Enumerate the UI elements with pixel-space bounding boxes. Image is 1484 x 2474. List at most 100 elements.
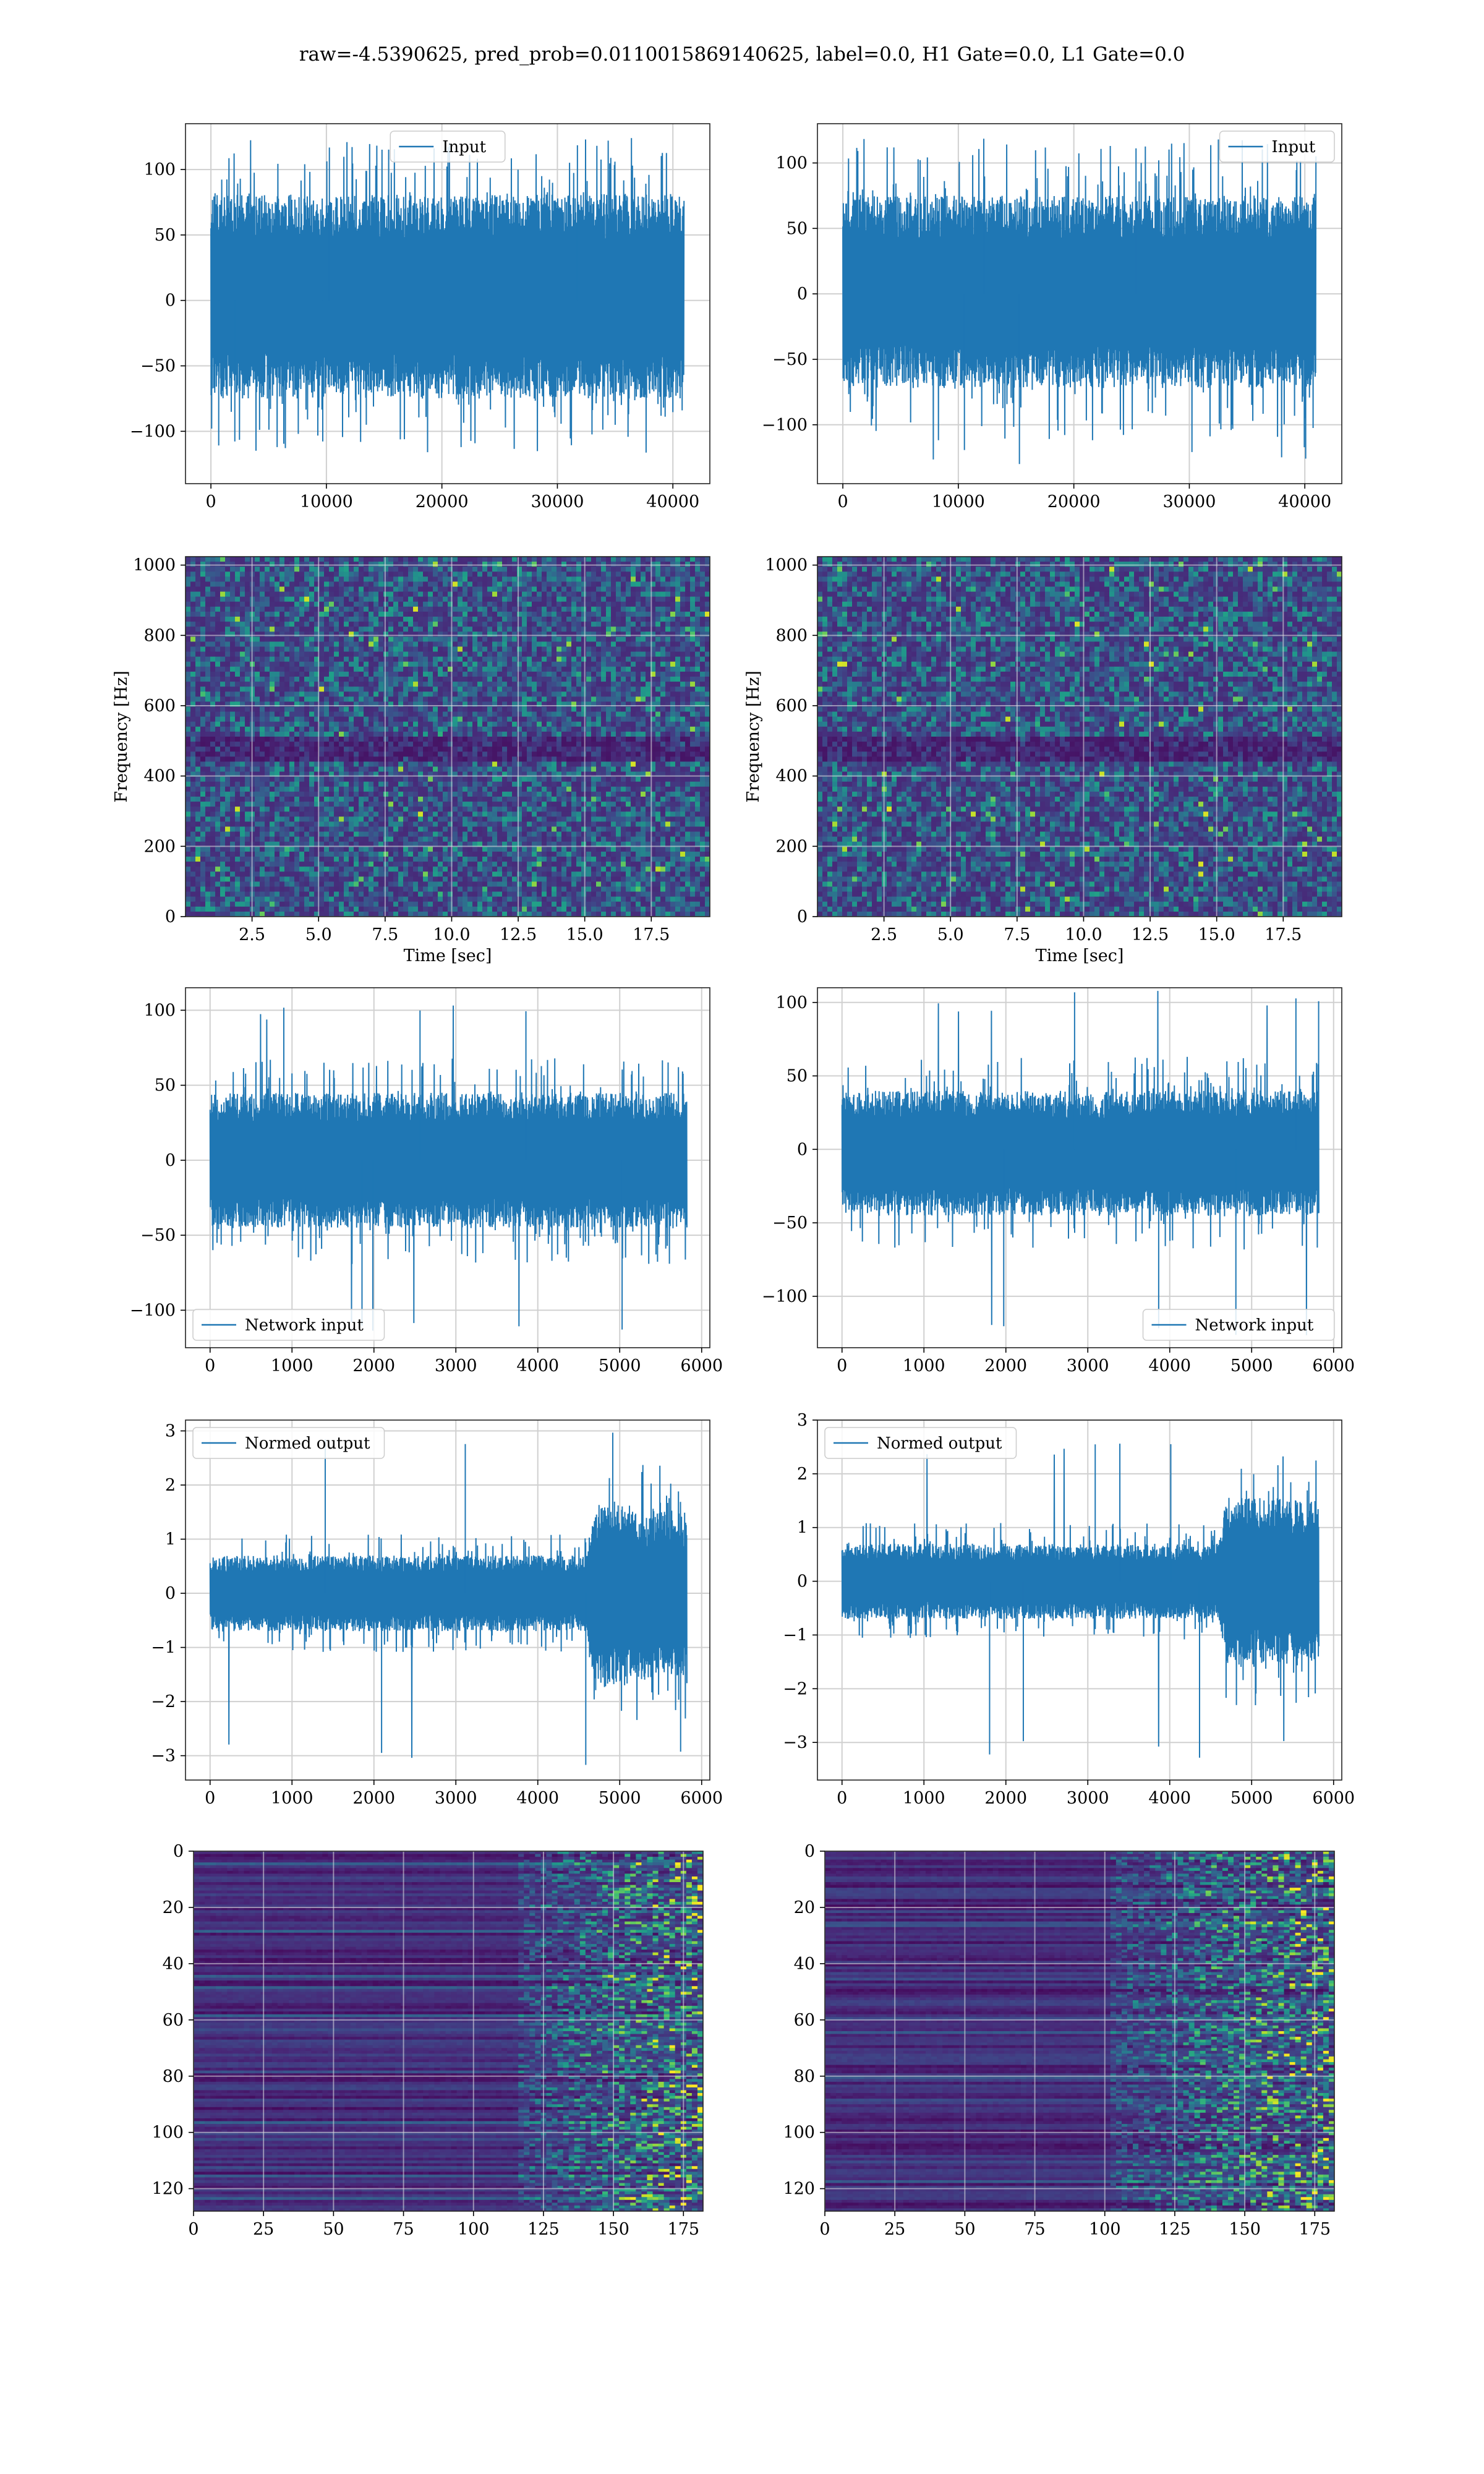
x-tick-label: 150 — [597, 2220, 629, 2239]
x-tick-label: 40000 — [1278, 492, 1331, 511]
x-tick-label: 17.5 — [633, 925, 670, 944]
x-tick-label: 6000 — [1312, 1789, 1355, 1808]
x-tick-label: 75 — [1024, 2220, 1045, 2239]
x-tick-label: 1000 — [903, 1356, 945, 1376]
y-tick-label: 100 — [151, 2123, 184, 2142]
y-tick-label: 60 — [163, 2011, 184, 2030]
legend-label: Input — [442, 138, 486, 156]
series-line — [842, 139, 1317, 460]
legend-box — [1219, 131, 1335, 163]
tick-labels: 2.5 5.0 7.5 10.0 12.5 15.0 17.5 0 200 400 600 800 10… — [765, 556, 1302, 944]
legend-box — [192, 1309, 385, 1341]
x-tick-label: 5.0 — [937, 925, 964, 944]
x-tick-label: 0 — [837, 492, 848, 511]
tick-labels: 0 1000 2000 3000 4000 5000 6000 −3 −2 −1 0 1 2 3 — [783, 1411, 1355, 1808]
series-peaks — [989, 1444, 1200, 1758]
tick-labels: 0 10000 20000 30000 40000 −100 −50 0 50 100 — [130, 160, 699, 511]
series-line — [210, 138, 685, 453]
y-tick-label: −50 — [140, 1226, 176, 1245]
y-tick-label: 800 — [143, 626, 176, 645]
y-tick-label: 120 — [151, 2180, 184, 2199]
y-tick-label: 100 — [783, 2123, 815, 2142]
x-tick-label: 1000 — [271, 1356, 313, 1376]
y-tick-label: 100 — [775, 153, 808, 173]
x-tick-label: 1000 — [903, 1789, 945, 1808]
tick-labels: 0 25 50 75 100 125 150 175 0 20 40 60 80 100 120 — [151, 1842, 699, 2239]
x-tick-label: 15.0 — [566, 925, 603, 944]
y-tick-label: 40 — [163, 1954, 184, 1974]
y-tick-label: 0 — [173, 1842, 184, 1861]
series-line — [209, 1465, 688, 1758]
y-tick-label: −50 — [772, 350, 808, 369]
chart-normed-right: 0 1000 2000 3000 4000 5000 6000 −3 −2 −1 0 1 2 3 Norme… — [783, 1411, 1355, 1808]
heatmap-image — [186, 557, 710, 917]
chart-network-right: 0 1000 2000 3000 4000 5000 6000 −100 −50 0 50 100 Ne… — [762, 987, 1355, 1376]
y-tick-label: 40 — [794, 1954, 815, 1974]
series-line — [209, 1005, 688, 1327]
y-tick-label: −1 — [783, 1625, 808, 1645]
axes-frame — [193, 1851, 704, 2212]
axes-frame — [817, 556, 1342, 917]
y-tick-label: 80 — [794, 2067, 815, 2086]
y-tick-label: 1 — [797, 1518, 808, 1538]
x-tick-label: 2.5 — [871, 925, 897, 944]
legend: Network input — [192, 1309, 385, 1341]
y-tick-label: 0 — [797, 285, 808, 304]
y-tick-label: −50 — [772, 1213, 808, 1233]
x-tick-label: 6000 — [680, 1356, 723, 1376]
y-tick-label: −100 — [130, 1301, 176, 1320]
x-tick-label: 50 — [323, 2220, 344, 2239]
y-tick-label: 20 — [163, 1898, 184, 1917]
legend: Network input — [1142, 1309, 1335, 1341]
x-tick-label: 3000 — [435, 1789, 477, 1808]
x-tick-label: 20000 — [1047, 492, 1101, 511]
x-tick-label: 4000 — [1148, 1356, 1191, 1376]
series-line — [841, 991, 1320, 1335]
y-tick-label: 0 — [165, 1584, 176, 1603]
y-tick-label: 0 — [165, 1151, 176, 1170]
x-tick-label: 175 — [668, 2220, 700, 2239]
tick-labels: 2.5 5.0 7.5 10.0 12.5 15.0 17.5 0 200 400 600 800 10… — [133, 556, 670, 944]
y-tick-label: 100 — [143, 1001, 176, 1020]
x-tick-label: 2000 — [984, 1789, 1027, 1808]
chart-input-right: 0 10000 20000 30000 40000 −100 −50 0 50 100 Input — [762, 123, 1342, 511]
tick-labels: 0 25 50 75 100 125 150 175 0 20 40 60 80 100 120 — [783, 1842, 1331, 2239]
tick-labels: 0 1000 2000 3000 4000 5000 6000 −100 −50 0 50 100 — [130, 1001, 723, 1376]
series-peaks — [218, 143, 578, 446]
y-tick-label: 120 — [783, 2180, 815, 2199]
x-tick-label: 2000 — [984, 1356, 1027, 1376]
legend-label: Input — [1272, 138, 1316, 156]
series-peaks — [963, 139, 1307, 464]
x-tick-label: 100 — [458, 2220, 490, 2239]
heatmap-image — [194, 1851, 703, 2211]
x-tick-label: 0 — [205, 1789, 215, 1808]
x-tick-label: 3000 — [1067, 1356, 1109, 1376]
legend: Input — [1219, 131, 1335, 163]
x-tick-label: 100 — [1089, 2220, 1121, 2239]
y-tick-label: 2 — [165, 1476, 176, 1495]
legend: Input — [390, 131, 506, 163]
y-tick-label: −2 — [151, 1692, 176, 1711]
series-peaks — [1003, 992, 1320, 1335]
y-tick-label: 50 — [787, 1067, 808, 1086]
y-tick-label: 50 — [787, 219, 808, 238]
y-tick-label: 600 — [775, 696, 808, 716]
x-tick-label: 4000 — [516, 1789, 559, 1808]
y-tick-label: 20 — [794, 1898, 815, 1917]
heatmap-image — [825, 1851, 1334, 2211]
x-tick-label: 17.5 — [1264, 925, 1302, 944]
x-tick-label: 75 — [393, 2220, 414, 2239]
x-tick-label: 10000 — [300, 492, 353, 511]
y-tick-label: 0 — [797, 1140, 808, 1159]
legend-label: Normed output — [245, 1434, 370, 1453]
x-tick-label: 0 — [188, 2220, 198, 2239]
series-peaks — [283, 1008, 623, 1331]
legend-box — [390, 131, 506, 163]
figure-title: raw=-4.5390625, pred_prob=0.011001586914… — [0, 43, 1484, 66]
tick-labels: 0 1000 2000 3000 4000 5000 6000 −3 −2 −1 0 1 2 3 — [151, 1422, 723, 1808]
x-tick-label: 5.0 — [305, 925, 332, 944]
y-tick-label: 50 — [155, 226, 176, 245]
tick-labels: 0 10000 20000 30000 40000 −100 −50 0 50 100 — [762, 153, 1331, 511]
chart-spectrogram-left: 2.5 5.0 7.5 10.0 12.5 15.0 17.5 0 200 400 600 800 10… — [112, 556, 710, 965]
series-line — [841, 1449, 1320, 1747]
